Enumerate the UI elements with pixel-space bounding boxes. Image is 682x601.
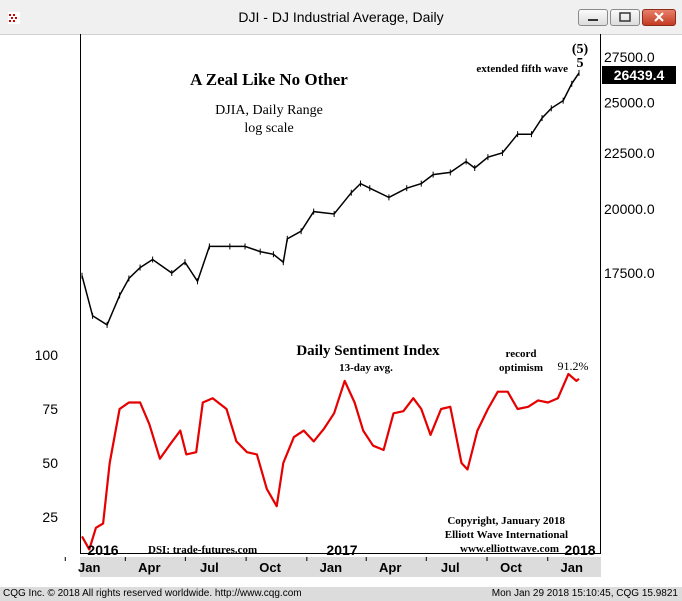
dsi-line — [81, 372, 580, 551]
dsi-tick-label: 25 — [42, 509, 58, 525]
month-tick-label: Jan — [78, 560, 100, 575]
subtitle-log-scale: log scale — [244, 121, 293, 136]
minimize-icon — [588, 19, 598, 21]
status-copyright: CQG Inc. © 2018 All rights reserved worl… — [3, 588, 302, 599]
month-tick-label: Oct — [500, 560, 522, 575]
month-tick-label: Apr — [138, 560, 160, 575]
copyright-line1: Copyright, January 2018 — [447, 515, 565, 527]
wave-5-label: 5 — [577, 56, 584, 71]
price-tick-label: 17500.0 — [604, 265, 655, 281]
month-tick-label: Jul — [200, 560, 219, 575]
price-tick-label: 27500.0 — [604, 49, 655, 65]
copyright-line2: Elliott Wave International — [445, 529, 568, 541]
month-tick-label: Jan — [561, 560, 583, 575]
price-tick-label: 25000.0 — [604, 95, 655, 111]
record-label-line2: optimism — [499, 362, 543, 374]
month-tick-label: Jul — [441, 560, 460, 575]
headline-text: A Zeal Like No Other — [190, 70, 348, 89]
price-line — [81, 72, 580, 327]
dsi-series — [81, 372, 580, 551]
price-tick-label: 22500.0 — [604, 145, 655, 161]
dsi-tick-label: 75 — [42, 401, 58, 417]
subtitle-daily-range: DJIA, Daily Range — [215, 103, 323, 118]
cqg-app-icon — [8, 12, 20, 24]
wave-5-circled-label: (5) — [572, 42, 589, 57]
extended-fifth-wave-label: extended fifth wave — [476, 63, 568, 75]
close-icon — [654, 12, 664, 22]
year-label: 2016 — [87, 542, 118, 558]
dsi-axis: 100 75 50 25 — [35, 347, 59, 525]
price-series — [81, 69, 580, 328]
time-axis-strip — [80, 557, 601, 577]
month-axis: Jan Apr Jul Oct Jan Apr Jul Oct Jan — [64, 557, 583, 575]
copyright-line3: www.elliottwave.com — [460, 543, 559, 555]
window-title: DJI - DJ Industrial Average, Daily — [238, 9, 444, 25]
year-label: 2017 — [326, 542, 357, 558]
minimize-button[interactable] — [578, 9, 608, 26]
month-tick-label: Jan — [320, 560, 342, 575]
price-tick-label: 20000.0 — [604, 201, 655, 217]
maximize-icon — [619, 12, 631, 22]
dsi-tick-label: 50 — [42, 455, 58, 471]
dsi-title: Daily Sentiment Index — [296, 343, 440, 359]
status-timestamp: Mon Jan 29 2018 15:10:45, CQG 15.9821 — [491, 588, 678, 599]
dsi-source-label: DSI: trade-futures.com — [148, 544, 257, 556]
record-label-line1: record — [506, 348, 537, 360]
dsi-tick-label: 100 — [35, 347, 59, 363]
record-value-label: 91.2% — [558, 359, 589, 373]
dsi-avg-label: 13-day avg. — [339, 362, 393, 374]
status-bar: CQG Inc. © 2018 All rights reserved worl… — [0, 587, 682, 601]
maximize-button[interactable] — [610, 9, 640, 26]
last-price-box — [602, 66, 676, 84]
plot-area[interactable] — [80, 34, 601, 554]
month-tick-label: Oct — [259, 560, 281, 575]
month-tick-label: Apr — [379, 560, 401, 575]
close-button[interactable] — [642, 9, 676, 26]
price-axis: 27500.0 25000.0 22500.0 20000.0 17500.0 — [604, 49, 655, 281]
year-label: 2018 — [564, 542, 595, 558]
last-price-label: 26439.4 — [614, 67, 665, 83]
window-titlebar: DJI - DJ Industrial Average, Daily — [0, 0, 682, 35]
year-axis: 2016 2017 2018 — [87, 542, 595, 558]
